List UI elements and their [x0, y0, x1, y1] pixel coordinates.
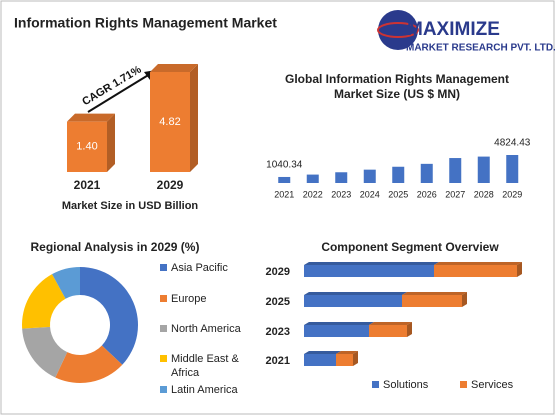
- bar: [392, 166, 405, 183]
- bar: [304, 325, 369, 337]
- logo-name: MAXIMIZE: [407, 19, 500, 40]
- logo-ring: [377, 22, 419, 38]
- bar: [363, 169, 376, 183]
- bar-top: [304, 322, 374, 325]
- bar: [434, 265, 517, 277]
- bar: [67, 121, 107, 172]
- bar: [304, 295, 402, 307]
- bar-side: [407, 322, 412, 337]
- chart-title: Component Segment Overview: [321, 240, 499, 254]
- bar-top: [434, 262, 522, 265]
- bar: [304, 354, 336, 366]
- legend-label: Asia Pacific: [171, 262, 228, 274]
- bar: [369, 325, 407, 337]
- bar-top: [336, 351, 358, 354]
- data-label: 1040.34: [266, 160, 303, 171]
- chart-title: Global Information Rights Management Mar…: [284, 72, 509, 101]
- legend-label: Europe: [171, 293, 207, 305]
- bar-side: [353, 351, 358, 366]
- data-label: 1.40: [76, 141, 97, 153]
- y-tick-label: 2023: [266, 326, 290, 338]
- x-tick-label: 2028: [474, 189, 494, 199]
- y-tick-label: 2025: [266, 296, 290, 308]
- data-label: 4824.43: [494, 138, 531, 149]
- bar-side: [107, 113, 115, 172]
- bar: [506, 155, 519, 183]
- bar-top: [150, 64, 198, 72]
- bar-side: [190, 64, 198, 172]
- bar-side: [517, 262, 522, 277]
- cagr-label: CAGR 1.71%: [80, 64, 143, 109]
- bar-top: [369, 322, 412, 325]
- page-title: Information Rights Management Market: [14, 15, 277, 31]
- bar-top: [67, 113, 115, 122]
- legend-swatch: [160, 264, 167, 271]
- x-tick-label: 2026: [417, 189, 437, 199]
- bar-top: [304, 351, 341, 354]
- legend-swatch: [160, 325, 167, 332]
- x-tick-label: 2022: [303, 189, 323, 199]
- x-tick-label: 2024: [360, 189, 380, 199]
- x-tick-label: 2029: [502, 189, 522, 199]
- legend-swatch: [160, 355, 167, 362]
- legend-swatch: [160, 295, 167, 302]
- x-tick-label: 2025: [388, 189, 408, 199]
- bar-side: [462, 292, 467, 307]
- legend-label: North America: [171, 323, 241, 335]
- x-tick-label: 2023: [331, 189, 351, 199]
- bar: [477, 156, 490, 183]
- pie-slice: [22, 274, 66, 329]
- legend-swatch: [372, 381, 379, 388]
- bar: [278, 176, 291, 183]
- y-tick-label: 2021: [266, 355, 290, 367]
- bar: [306, 174, 319, 183]
- bar-top: [304, 262, 439, 265]
- chart-title: Regional Analysis in 2029 (%): [30, 240, 200, 254]
- legend-label: Solutions: [383, 379, 429, 391]
- bar-top: [402, 292, 467, 295]
- x-tick-label: 2029: [157, 178, 184, 192]
- bar: [336, 354, 353, 366]
- x-tick-label: 2027: [445, 189, 465, 199]
- bar: [449, 158, 462, 183]
- legend-swatch: [460, 381, 467, 388]
- pie-slice: [52, 267, 80, 299]
- x-tick-label: 2021: [74, 178, 101, 192]
- bar: [150, 72, 190, 172]
- bar: [420, 163, 433, 183]
- x-tick-label: 2021: [274, 189, 294, 199]
- legend-swatch: [160, 386, 167, 393]
- bar: [304, 265, 434, 277]
- pie-slice: [80, 267, 138, 365]
- logo-tagline: MARKET RESEARCH PVT. LTD.: [406, 43, 555, 54]
- bar-top: [304, 292, 407, 295]
- data-label: 4.82: [159, 116, 180, 128]
- pie-slice: [55, 345, 123, 383]
- legend-label: Services: [471, 379, 514, 391]
- x-axis-label: Market Size in USD Billion: [62, 200, 199, 212]
- legend-label: Middle East & Africa: [171, 353, 239, 379]
- bar: [402, 295, 462, 307]
- logo-globe: [378, 10, 418, 50]
- bar: [335, 172, 348, 183]
- cagr-arrow: [87, 73, 151, 113]
- pie-slice: [22, 326, 68, 378]
- legend-label: Latin America: [171, 384, 238, 396]
- y-tick-label: 2029: [266, 266, 290, 278]
